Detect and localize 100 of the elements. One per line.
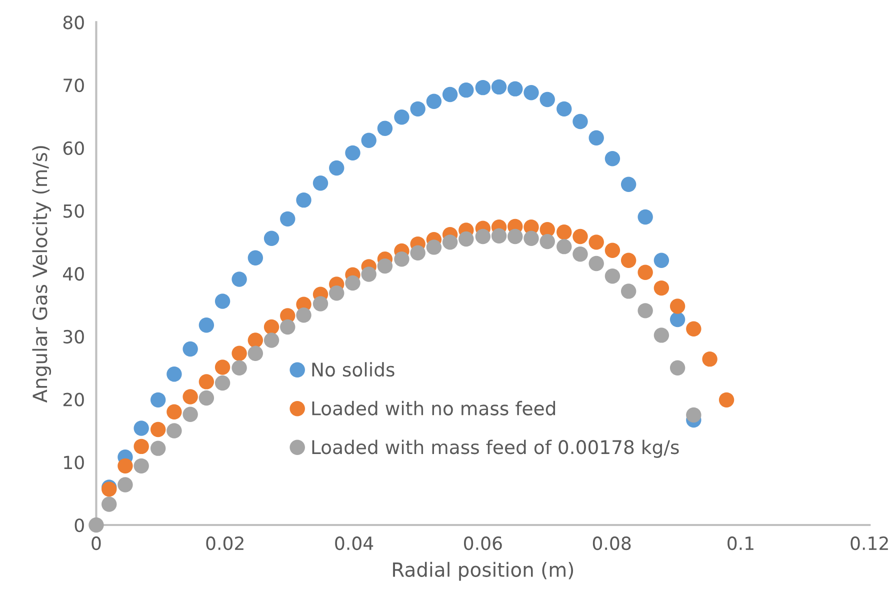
point [198,318,214,333]
point [491,79,507,95]
point [686,407,702,423]
x-tick-label: 0.06 [464,536,502,550]
point [345,275,360,291]
point [232,272,247,287]
point [198,374,214,390]
point [166,366,182,382]
point [670,312,686,328]
point [150,422,166,438]
point [394,252,410,267]
x-tick-label: 0 [92,536,101,550]
point [232,360,247,376]
y-tick-label: 40 [63,267,84,281]
point [264,230,280,246]
point [134,420,149,436]
point [475,80,491,96]
point [620,284,636,299]
point [329,285,344,301]
y-axis-title: Angular Gas Velocity (m/s) [32,146,52,403]
point [524,230,539,246]
y-tick-label: 10 [64,456,84,470]
point [280,211,296,227]
point [556,101,572,117]
point [508,228,523,244]
point [361,132,376,148]
point [588,256,604,272]
point [361,266,376,282]
point [182,406,198,422]
point [654,280,670,296]
x-tick-label: 0.08 [592,536,631,550]
y-tick-label: 20 [63,392,84,406]
point [524,84,539,100]
point [604,268,620,284]
point [410,101,426,117]
point [88,517,104,533]
point [134,458,149,474]
point [198,390,214,406]
point [442,86,458,102]
point [102,496,117,512]
point [296,192,312,208]
point [232,346,247,362]
point [394,109,410,125]
point [588,130,604,146]
point [345,145,360,161]
point [214,375,230,391]
point [475,228,491,244]
point [654,328,670,343]
point [280,319,296,335]
point [264,319,280,335]
point [166,423,182,438]
point [248,332,264,348]
point [638,303,653,318]
point [248,346,264,362]
point [572,114,588,130]
legend-label: No solids [312,362,394,377]
point [702,351,718,367]
point [638,209,653,225]
y-tick-label: 70 [64,78,84,92]
point [620,252,636,268]
point [182,341,198,357]
point [718,392,734,408]
point [166,404,182,420]
point [118,477,133,492]
point [312,296,328,312]
point [377,120,393,136]
point [670,298,686,314]
legend-label: Loaded with no mass feed [312,400,556,416]
x-tick-label: 0.02 [206,536,244,550]
y-tick-label: 30 [64,330,84,344]
point [312,175,328,191]
point [458,82,474,98]
point [377,258,393,274]
y-tick-label: 50 [64,204,84,218]
point [426,240,442,255]
point [604,150,620,166]
x-tick-label: 0.12 [850,536,888,550]
y-tick-label: 80 [63,16,84,30]
point [491,228,507,244]
point [264,332,280,348]
point [508,81,523,96]
point [182,389,198,404]
point [670,360,686,376]
point [296,307,312,323]
point [604,242,620,258]
point [572,246,588,262]
point [620,176,636,192]
point [540,234,555,250]
legend-label: Loaded with mass feed of 0.00178 kg/s [312,440,679,458]
point [654,252,670,268]
point [442,234,458,250]
x-tick-label: 0.1 [728,536,754,550]
point [329,160,344,176]
point [458,231,474,247]
point [556,238,572,254]
y-tick-label: 60 [63,141,84,156]
point [118,458,133,474]
x-axis-title: Radial position (m) [393,562,574,581]
point [556,224,572,240]
point [686,321,702,337]
